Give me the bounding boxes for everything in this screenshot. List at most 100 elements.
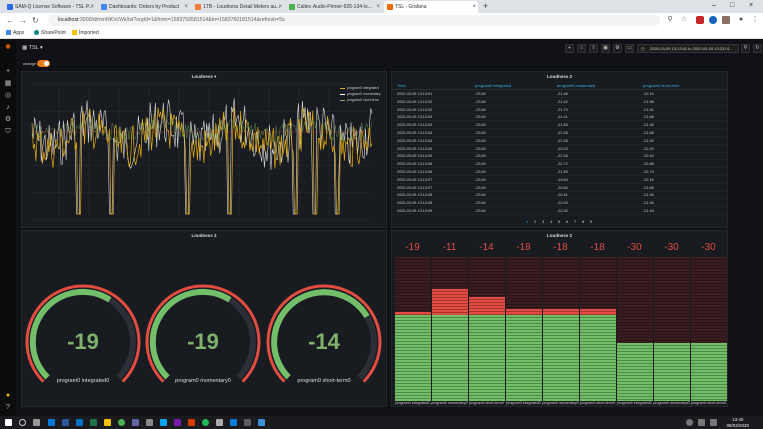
pagination-page-1[interactable]: 1 (526, 219, 529, 224)
server-admin-shield-icon[interactable]: ⛉ (5, 128, 11, 135)
volume-icon[interactable] (710, 419, 717, 426)
app-icon[interactable] (146, 419, 153, 426)
reload-icon[interactable]: ↻ (32, 16, 39, 25)
app-icon[interactable] (216, 419, 223, 426)
maximize-icon[interactable]: □ (730, 2, 735, 9)
table-row[interactable]: 2020-03-09 13:13:04 -23.60 -22.26 -21.66 (392, 130, 727, 137)
spotify-icon[interactable] (202, 419, 209, 426)
table-row[interactable]: 2020-03-09 13:13:07 -23.60 -19.64 -22.16 (392, 177, 727, 184)
extension-icon[interactable] (696, 16, 704, 24)
create-icon[interactable]: + (5, 68, 11, 75)
explore-icon[interactable]: ◎ (4, 92, 12, 99)
table-row[interactable]: 2020-03-09 13:13:07 -23.60 -20.64 -21.66 (392, 185, 727, 192)
new-tab-button[interactable]: + (483, 1, 489, 11)
outlook-icon[interactable] (76, 419, 83, 426)
help-icon[interactable]: ? (6, 404, 10, 411)
close-window-icon[interactable]: × (749, 2, 754, 9)
tray-icon[interactable] (686, 419, 693, 426)
forward-icon[interactable]: → (19, 16, 27, 25)
search-icon[interactable] (19, 419, 26, 426)
zoom-icon[interactable]: ⚲ (667, 16, 673, 23)
browser-tab-2[interactable]: Dashboards: Orders by Product × (98, 1, 190, 13)
profile-icon[interactable]: ● (738, 16, 744, 23)
user-avatar-icon[interactable]: ● (5, 392, 11, 399)
table-row[interactable]: 2020-03-09 13:13:03 -23.60 -21.41 -21.68 (392, 114, 727, 122)
grafana-logo-icon[interactable]: ✺ (5, 44, 11, 51)
star-icon[interactable]: ☆ (680, 16, 688, 23)
pagination-page-6[interactable]: 6 (566, 219, 569, 224)
table-row[interactable]: 2020-03-09 13:13:08 -23.60 -20.41 -21.46 (392, 192, 727, 200)
time-range-picker[interactable]: ◷ 2020-03-09 13:13:01 to 2020-03-09 13:23… (637, 44, 739, 53)
onenote-icon[interactable] (174, 419, 181, 426)
dashboards-icon[interactable]: ▦ (4, 80, 12, 87)
configuration-gear-icon[interactable]: ⚙ (4, 116, 12, 123)
alerting-bell-icon[interactable]: ♪ (6, 104, 10, 111)
edge-icon[interactable] (48, 419, 55, 426)
menu-kebab-icon[interactable]: ⋮ (751, 16, 759, 23)
table-row[interactable]: 2020-03-09 13:13:09 -23.60 -22.32 -21.43 (392, 208, 727, 215)
teams-icon[interactable] (132, 419, 139, 426)
tab-close-icon[interactable]: × (90, 4, 94, 10)
extension-icon[interactable] (722, 16, 730, 24)
table-row[interactable]: 2020-03-09 13:13:02 -23.60 -21.70 -21.91 (392, 107, 727, 114)
back-icon[interactable]: ← (6, 16, 14, 25)
bookmark-apps[interactable]: Apps (6, 28, 24, 38)
panel-title[interactable]: Loudness 3 (191, 233, 217, 238)
pagination-page-7[interactable]: 7 (574, 219, 577, 224)
star-dashboard-button[interactable]: ☆ (577, 44, 586, 53)
file-explorer-icon[interactable] (104, 419, 111, 426)
settings-button[interactable]: ⚙ (613, 44, 622, 53)
bookmark-imported[interactable]: Imported (72, 28, 99, 38)
pagination-page-5[interactable]: 5 (558, 219, 561, 224)
pagination-page-3[interactable]: 3 (542, 219, 545, 224)
chrome-icon[interactable] (118, 419, 125, 426)
word-icon[interactable] (62, 419, 69, 426)
app-icon[interactable] (258, 419, 265, 426)
tab-close-icon[interactable]: × (278, 4, 282, 10)
pagination-page-4[interactable]: 4 (550, 219, 553, 224)
panel-title[interactable]: Loudness ▾ (191, 74, 217, 79)
table-row[interactable]: 2020-03-09 13:13:01 -23.60 -21.48 -22.19 (392, 91, 727, 98)
tab-close-icon[interactable]: × (376, 4, 380, 10)
pagination-page-9[interactable]: 9 (590, 219, 593, 224)
app-icon[interactable] (230, 419, 237, 426)
browser-tab-active[interactable]: TSL - Grafana × (384, 1, 478, 13)
table-row[interactable]: 2020-03-09 13:13:02 -23.60 -21.42 -21.98 (392, 99, 727, 106)
save-button[interactable]: ▣ (601, 44, 610, 53)
dashboard-title[interactable]: ▦ TSL ▾ (22, 45, 43, 51)
table-row[interactable]: 2020-03-09 13:13:06 -23.60 -22.72 -22.68 (392, 161, 727, 169)
legend-item[interactable]: program0 momentary (340, 92, 380, 97)
panel-title[interactable]: Loudness 2 (546, 233, 572, 238)
browser-tab-1[interactable]: SAM-Q License Software - TSL P... × (4, 1, 96, 13)
tv-mode-button[interactable]: ▭ (625, 44, 634, 53)
column-header-momentary[interactable]: program0 momentary (557, 83, 596, 88)
minimize-icon[interactable]: – (712, 2, 716, 9)
zoom-out-button[interactable]: ⚲ (741, 44, 750, 53)
column-header-integrated[interactable]: program0 integrated (475, 83, 512, 88)
legend-item[interactable]: program0 integrated (340, 86, 379, 91)
tab-close-icon[interactable]: × (184, 4, 188, 10)
table-row[interactable]: 2020-03-09 13:13:03 -23.60 -21.83 -21.38 (392, 122, 727, 130)
share-button[interactable]: ⇪ (589, 44, 598, 53)
legend-item[interactable]: program0 short-term (340, 98, 379, 103)
column-header-time[interactable]: Time (397, 83, 406, 88)
refresh-button[interactable]: ↻ (753, 44, 762, 53)
add-panel-button[interactable]: + (565, 44, 574, 53)
app-icon[interactable] (244, 419, 251, 426)
browser-tab-4[interactable]: Caltec-Audio-Primer-926-134-Is... × (286, 1, 382, 13)
loudness-graph[interactable] (22, 72, 388, 229)
extension-icon[interactable] (709, 16, 717, 24)
taskbar-clock[interactable]: 13:40 09/03/2020 (726, 417, 749, 429)
table-row[interactable]: 2020-03-09 13:13:06 -23.60 -21.89 -22.74 (392, 169, 727, 176)
address-input[interactable]: localhost:3000/d/mmNKVcWk/tsl?orgId=1&fr… (48, 15, 660, 26)
excel-icon[interactable] (90, 419, 97, 426)
table-row[interactable]: 2020-03-09 13:13:08 -23.60 -22.00 -21.46 (392, 200, 727, 208)
windows-start-icon[interactable] (5, 419, 12, 426)
table-row[interactable]: 2020-03-09 13:13:05 -23.60 -22.03 -22.29 (392, 146, 727, 153)
variable-toggle[interactable] (37, 60, 50, 67)
task-view-icon[interactable] (33, 419, 40, 426)
browser-tab-3[interactable]: 1TB - Loudness Detail Meters au... × (192, 1, 284, 13)
column-header-short-term[interactable]: program0 short-term (643, 83, 680, 88)
network-icon[interactable] (698, 419, 705, 426)
panel-title[interactable]: Loudness 2 (546, 74, 572, 79)
